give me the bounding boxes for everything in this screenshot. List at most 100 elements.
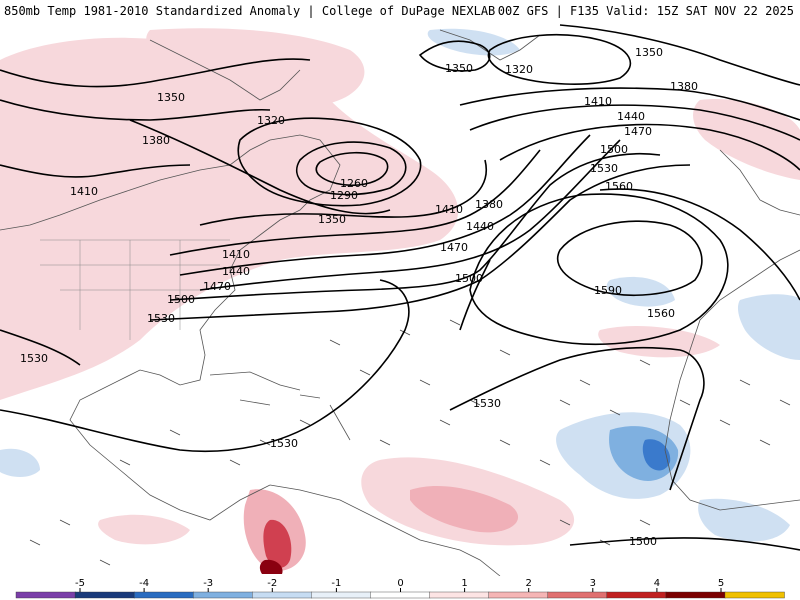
contour-1410-east	[469, 104, 800, 141]
contour-1380-mid	[199, 159, 487, 226]
contour-label: 1560	[647, 307, 675, 320]
colorbar-label: 2	[526, 578, 532, 589]
colorbar-label: -3	[203, 578, 213, 589]
caribbean-islands	[209, 371, 351, 441]
colorbar-swatch	[311, 591, 372, 599]
header-bar: 850mb Temp 1981-2010 Standardized Anomal…	[0, 0, 800, 23]
contour-labels: 1350 1320 1350 1380 1350 1380 1320 1260 …	[20, 46, 698, 548]
contour-label: 1530	[473, 397, 501, 410]
contour-1380-north	[459, 87, 800, 121]
colorbar-label: 4	[654, 578, 660, 589]
contour-label: 1530	[147, 312, 175, 325]
contour-label: 1500	[167, 293, 195, 306]
colorbar-swatch	[547, 591, 608, 599]
weather-map: 1350 1320 1350 1380 1350 1380 1320 1260 …	[0, 22, 800, 576]
contour-1350-greenland	[418, 40, 491, 72]
colorbar-label: -1	[331, 578, 341, 589]
colorbar-swatch	[370, 591, 431, 599]
cold-anomaly-region	[606, 276, 675, 307]
contour-1470	[199, 139, 621, 291]
colorbar-label: 3	[590, 578, 596, 589]
colorbar-swatch	[252, 591, 313, 599]
contour-1530-west	[0, 329, 81, 366]
contour-label: 1410	[222, 248, 250, 261]
warm-anomaly-region	[146, 28, 365, 106]
warm-anomaly-region	[259, 559, 283, 574]
colorbar-swatch	[74, 591, 135, 599]
colorbar-label: 0	[397, 578, 403, 589]
contour-1350-mid	[129, 119, 391, 215]
contour-1410-west	[0, 164, 191, 178]
contour-label: 1470	[440, 241, 468, 254]
contour-1530-central	[449, 259, 705, 491]
colorbar-label: -4	[139, 578, 149, 589]
contour-1440	[179, 134, 591, 276]
colorbar-label: -5	[75, 578, 85, 589]
contour-label: 1320	[257, 114, 285, 127]
coastlines	[0, 29, 800, 576]
contour-label: 1350	[445, 62, 473, 75]
contour-1440-east	[499, 123, 800, 171]
cold-anomaly-region	[0, 448, 40, 477]
contour-label: 1590	[594, 284, 622, 297]
contour-1380-west	[0, 99, 271, 121]
contour-label: 1410	[70, 185, 98, 198]
contour-1500-south	[569, 537, 800, 551]
colorbar-swatch	[665, 591, 726, 599]
contour-label: 1410	[584, 95, 612, 108]
cold-anomaly-region	[642, 439, 671, 471]
colorbar-swatch	[133, 591, 194, 599]
warm-anomaly-region	[263, 519, 292, 568]
warm-anomaly-region	[598, 325, 720, 358]
colorbar-labels: -5 -4 -3 -2 -1 0 1 2 3 4 5	[75, 578, 724, 592]
contour-1560-north	[599, 188, 800, 301]
height-contours	[0, 24, 800, 551]
hudson-bay	[149, 39, 301, 101]
cold-anomaly-region	[737, 294, 800, 360]
contour-label: 1530	[20, 352, 48, 365]
contour-label: 1350	[157, 91, 185, 104]
contour-label: 1350	[635, 46, 663, 59]
colorbar-swatch	[606, 591, 667, 599]
contour-1530-south	[0, 279, 410, 453]
contour-label: 1350	[318, 213, 346, 226]
contour-1410-mid	[169, 149, 541, 256]
contour-label: 1500	[455, 272, 483, 285]
warm-anomaly-region	[98, 514, 190, 545]
africa-coast	[664, 249, 800, 511]
contour-1320-greenland	[487, 34, 632, 85]
contour-label: 1530	[270, 437, 298, 450]
contour-label: 1440	[617, 110, 645, 123]
contour-label: 1440	[222, 265, 250, 278]
colorbar-swatch	[724, 591, 785, 599]
contour-label: 1260	[340, 177, 368, 190]
north-america-coast	[0, 134, 341, 521]
colorbar-swatch	[429, 591, 490, 599]
contour-label: 1380	[475, 198, 503, 211]
colorbar-label: -2	[267, 578, 277, 589]
contour-low-1320	[237, 117, 422, 207]
contour-label: 1500	[629, 535, 657, 548]
south-america-coast	[269, 484, 501, 576]
run-info: 00Z GFS | F135 Valid: 15Z SAT NOV 22 202…	[497, 4, 794, 18]
contour-1560-ring	[469, 193, 729, 346]
greenland-coast	[439, 29, 541, 61]
colorbar-label: 1	[461, 578, 467, 589]
contour-label: 1500	[600, 143, 628, 156]
cold-anomaly-region	[698, 498, 790, 542]
contour-label: 1560	[605, 180, 633, 193]
contour-1350-north	[559, 24, 800, 86]
contour-label: 1470	[624, 125, 652, 138]
colorbar-label: 5	[718, 578, 724, 589]
colorbar-swatch	[15, 591, 76, 599]
colorbar: -5 -4 -3 -2 -1 0 1 2 3 4 5	[0, 576, 800, 600]
contour-1350-arctic	[0, 58, 311, 88]
warm-anomaly-region	[410, 485, 519, 533]
contour-label: 1290	[330, 189, 358, 202]
colorbar-swatch	[193, 591, 254, 599]
contour-label: 1320	[505, 63, 533, 76]
contour-label: 1530	[590, 162, 618, 175]
colorbar-swatches	[15, 591, 785, 599]
contour-label: 1440	[466, 220, 494, 233]
contour-label: 1410	[435, 203, 463, 216]
